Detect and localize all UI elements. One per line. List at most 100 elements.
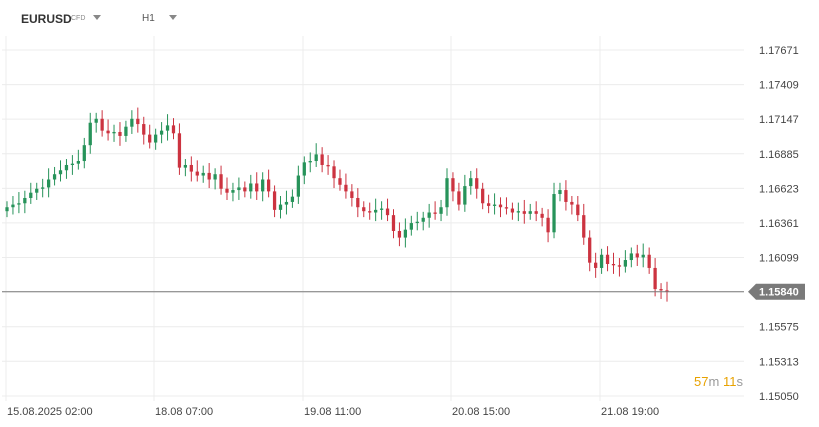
candle-down (510, 208, 515, 213)
x-tick-label: 20.08 15:00 (452, 406, 510, 418)
candle-down (207, 172, 211, 180)
candle-down (451, 178, 455, 192)
candle-up (58, 170, 63, 175)
candle-up (296, 175, 300, 197)
candle-up (403, 229, 408, 238)
candle-down (177, 133, 182, 168)
candle-up (29, 192, 33, 198)
candle-up (528, 211, 532, 214)
y-tick-label: 1.17147 (759, 114, 799, 126)
candle-up (46, 179, 51, 188)
candle-down (588, 237, 592, 263)
candle-down (635, 253, 639, 258)
candle-down (320, 154, 324, 165)
candle-down (225, 188, 229, 193)
candle-up (52, 174, 57, 180)
candle-up (278, 204, 283, 210)
candle-up (165, 125, 170, 131)
candle-down (653, 267, 657, 290)
candle-up (302, 162, 306, 176)
symbol-type-label: CFD (71, 15, 86, 22)
candle-up (154, 134, 158, 143)
candle-down (594, 262, 598, 268)
candle-down (219, 174, 223, 189)
timeframe-selector[interactable]: H1 (142, 13, 155, 24)
candle-up (249, 183, 253, 192)
x-tick-label: 18.08 07:00 (155, 406, 213, 418)
candle-up (409, 223, 413, 230)
candle-down (189, 164, 193, 172)
candle-down (332, 166, 336, 179)
candle-down (243, 187, 247, 192)
candle-up (379, 208, 384, 210)
symbol-selector[interactable]: EURUSD (21, 12, 72, 26)
candle-down (326, 164, 330, 167)
candle-up (314, 154, 318, 162)
candle-up (641, 254, 645, 258)
candle-up (516, 211, 520, 213)
candle-up (374, 209, 378, 213)
candle-down (356, 197, 360, 208)
candle-down (481, 188, 485, 204)
candle-down (344, 184, 348, 192)
y-tick-label: 1.16361 (759, 218, 799, 230)
symbol-dropdown-chevron-icon[interactable] (93, 15, 101, 20)
candle-countdown: 57m 11s (694, 374, 743, 389)
candle-down (368, 211, 372, 213)
candle-up (492, 204, 497, 206)
y-tick-label: 1.15313 (759, 356, 799, 368)
candle-up (469, 178, 473, 187)
candle-up (130, 118, 134, 127)
candle-up (5, 207, 9, 212)
x-axis-ticks: 15.08.2025 02:00 18.08 07:00 19.08 11:00 20… (7, 406, 659, 418)
candle-up (17, 203, 21, 205)
y-tick-label: 1.16885 (759, 149, 799, 161)
candle-up (415, 221, 419, 224)
candle-up (308, 161, 312, 163)
y-axis-ticks: 1.17671 1.17409 1.17147 1.16885 1.16623 1.163… (759, 45, 799, 403)
candlesticks (5, 107, 669, 302)
candle-up (421, 217, 425, 222)
candle-down (272, 191, 277, 210)
candle-up (124, 126, 128, 136)
candle-down (617, 265, 622, 267)
candle-down (148, 134, 152, 143)
candle-up (439, 207, 443, 214)
candle-down (576, 204, 580, 216)
candle-up (213, 174, 217, 180)
candle-up (76, 161, 80, 164)
candle-up (552, 194, 556, 233)
candle-down (582, 215, 586, 238)
candle-down (486, 203, 491, 206)
candle-up (88, 122, 92, 146)
y-tick-label: 1.17671 (759, 45, 799, 57)
candle-down (106, 130, 110, 134)
candle-up (23, 197, 27, 204)
candle-down (611, 263, 616, 266)
candle-down (540, 213, 544, 218)
candle-up (261, 179, 265, 192)
candle-up (64, 164, 69, 171)
candle-down (385, 208, 390, 216)
candle-up (445, 178, 449, 208)
candle-up (11, 204, 15, 208)
candle-down (195, 171, 199, 176)
countdown-seconds: 11 (722, 374, 737, 389)
candle-up (290, 196, 295, 202)
current-price-label: 1.15840 (759, 287, 799, 299)
chart-toolbar: EURUSD CFD H1 (0, 0, 819, 36)
candle-up (284, 201, 289, 205)
current-price-badge (748, 283, 805, 300)
candle-up (558, 190, 562, 195)
candle-down (142, 124, 146, 135)
candle-down (457, 191, 461, 205)
candle-up (629, 253, 633, 261)
y-tick-label: 1.15050 (759, 391, 799, 403)
timeframe-dropdown-chevron-icon[interactable] (169, 15, 177, 20)
candle-down (546, 217, 550, 233)
candle-down (605, 254, 610, 264)
candle-down (350, 191, 354, 198)
candle-down (433, 212, 437, 214)
y-tick-label: 1.16099 (759, 253, 799, 265)
